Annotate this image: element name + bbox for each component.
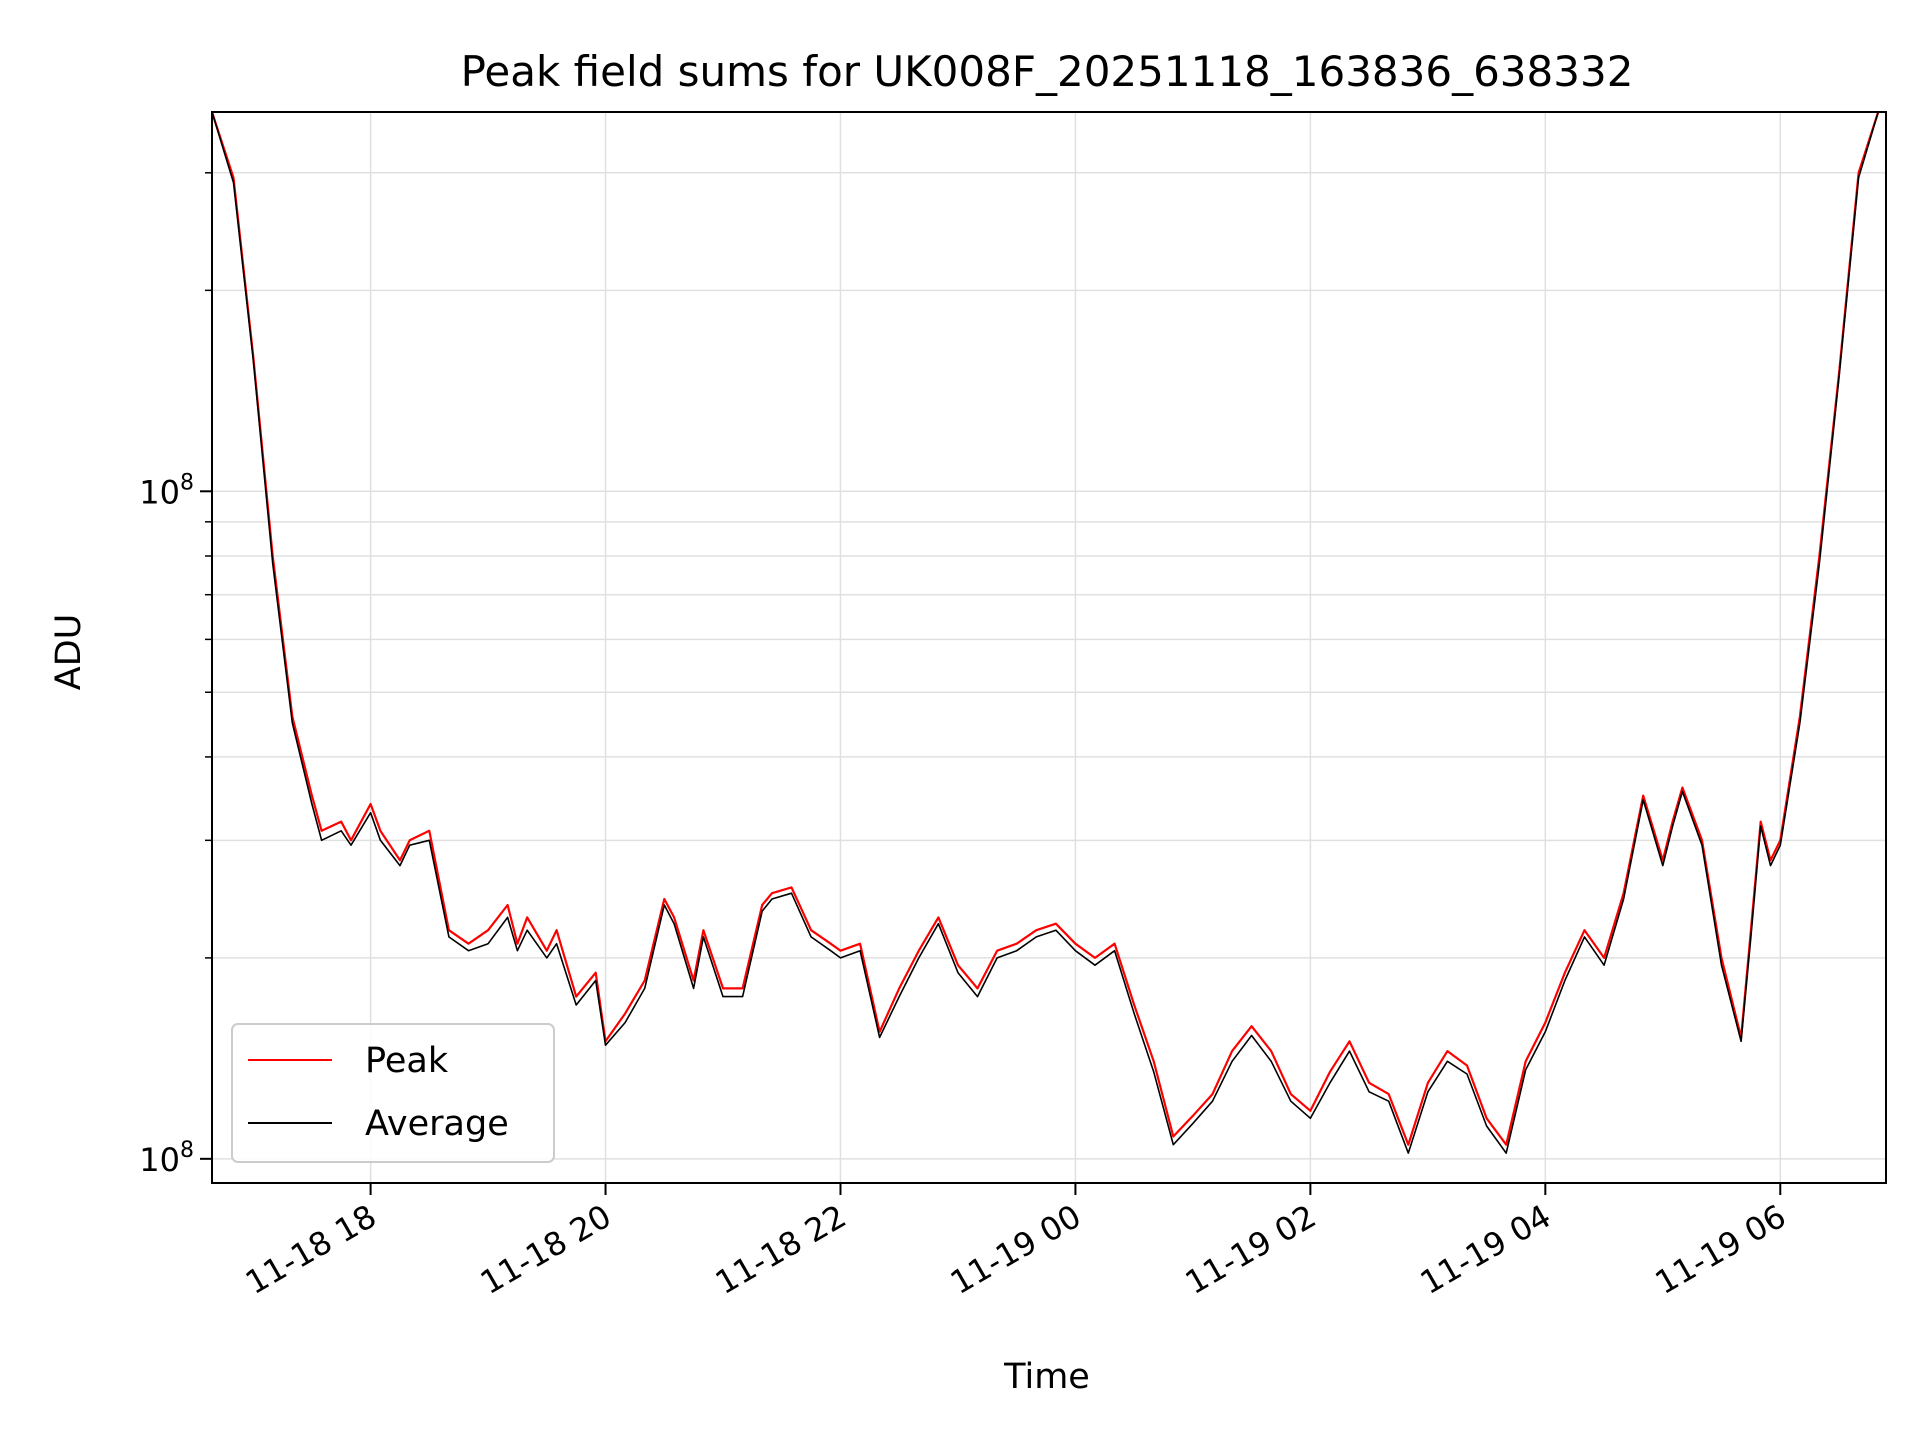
- series-line-peak: [210, 111, 1880, 1146]
- series-line-average: [211, 111, 1879, 1154]
- y-tick-label: 108: [139, 1138, 194, 1179]
- legend-label-peak: Peak: [365, 1041, 449, 1081]
- y-tick-label: 108: [139, 470, 194, 511]
- y-axis-title: ADU: [49, 614, 89, 691]
- x-axis-title: Time: [1003, 1357, 1090, 1397]
- legend: Peak Average: [231, 1023, 555, 1163]
- legend-label-average: Average: [365, 1104, 509, 1144]
- grid-lines: [212, 112, 1886, 1183]
- plot-area-frame: [211, 111, 1887, 1184]
- chart-title: Peak field sums for UK008F_20251118_1638…: [461, 47, 1634, 96]
- series-lines: [210, 111, 1880, 1154]
- y-axis-ticks: 108 108: [139, 172, 212, 1179]
- legend-box: [231, 1023, 555, 1163]
